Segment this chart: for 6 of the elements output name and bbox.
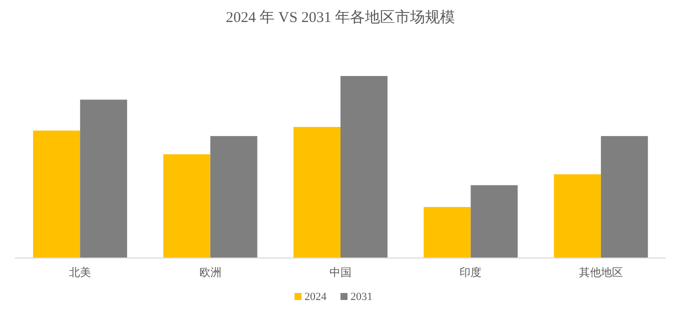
- title: 2024 年 VS 2031 年各地区市场规模: [226, 10, 456, 26]
- category: 印度: [460, 267, 482, 279]
- category: 北美: [69, 267, 92, 279]
- category: 中国: [330, 267, 352, 279]
- category: 欧洲: [199, 267, 222, 279]
- category: 其他地区: [578, 267, 623, 279]
